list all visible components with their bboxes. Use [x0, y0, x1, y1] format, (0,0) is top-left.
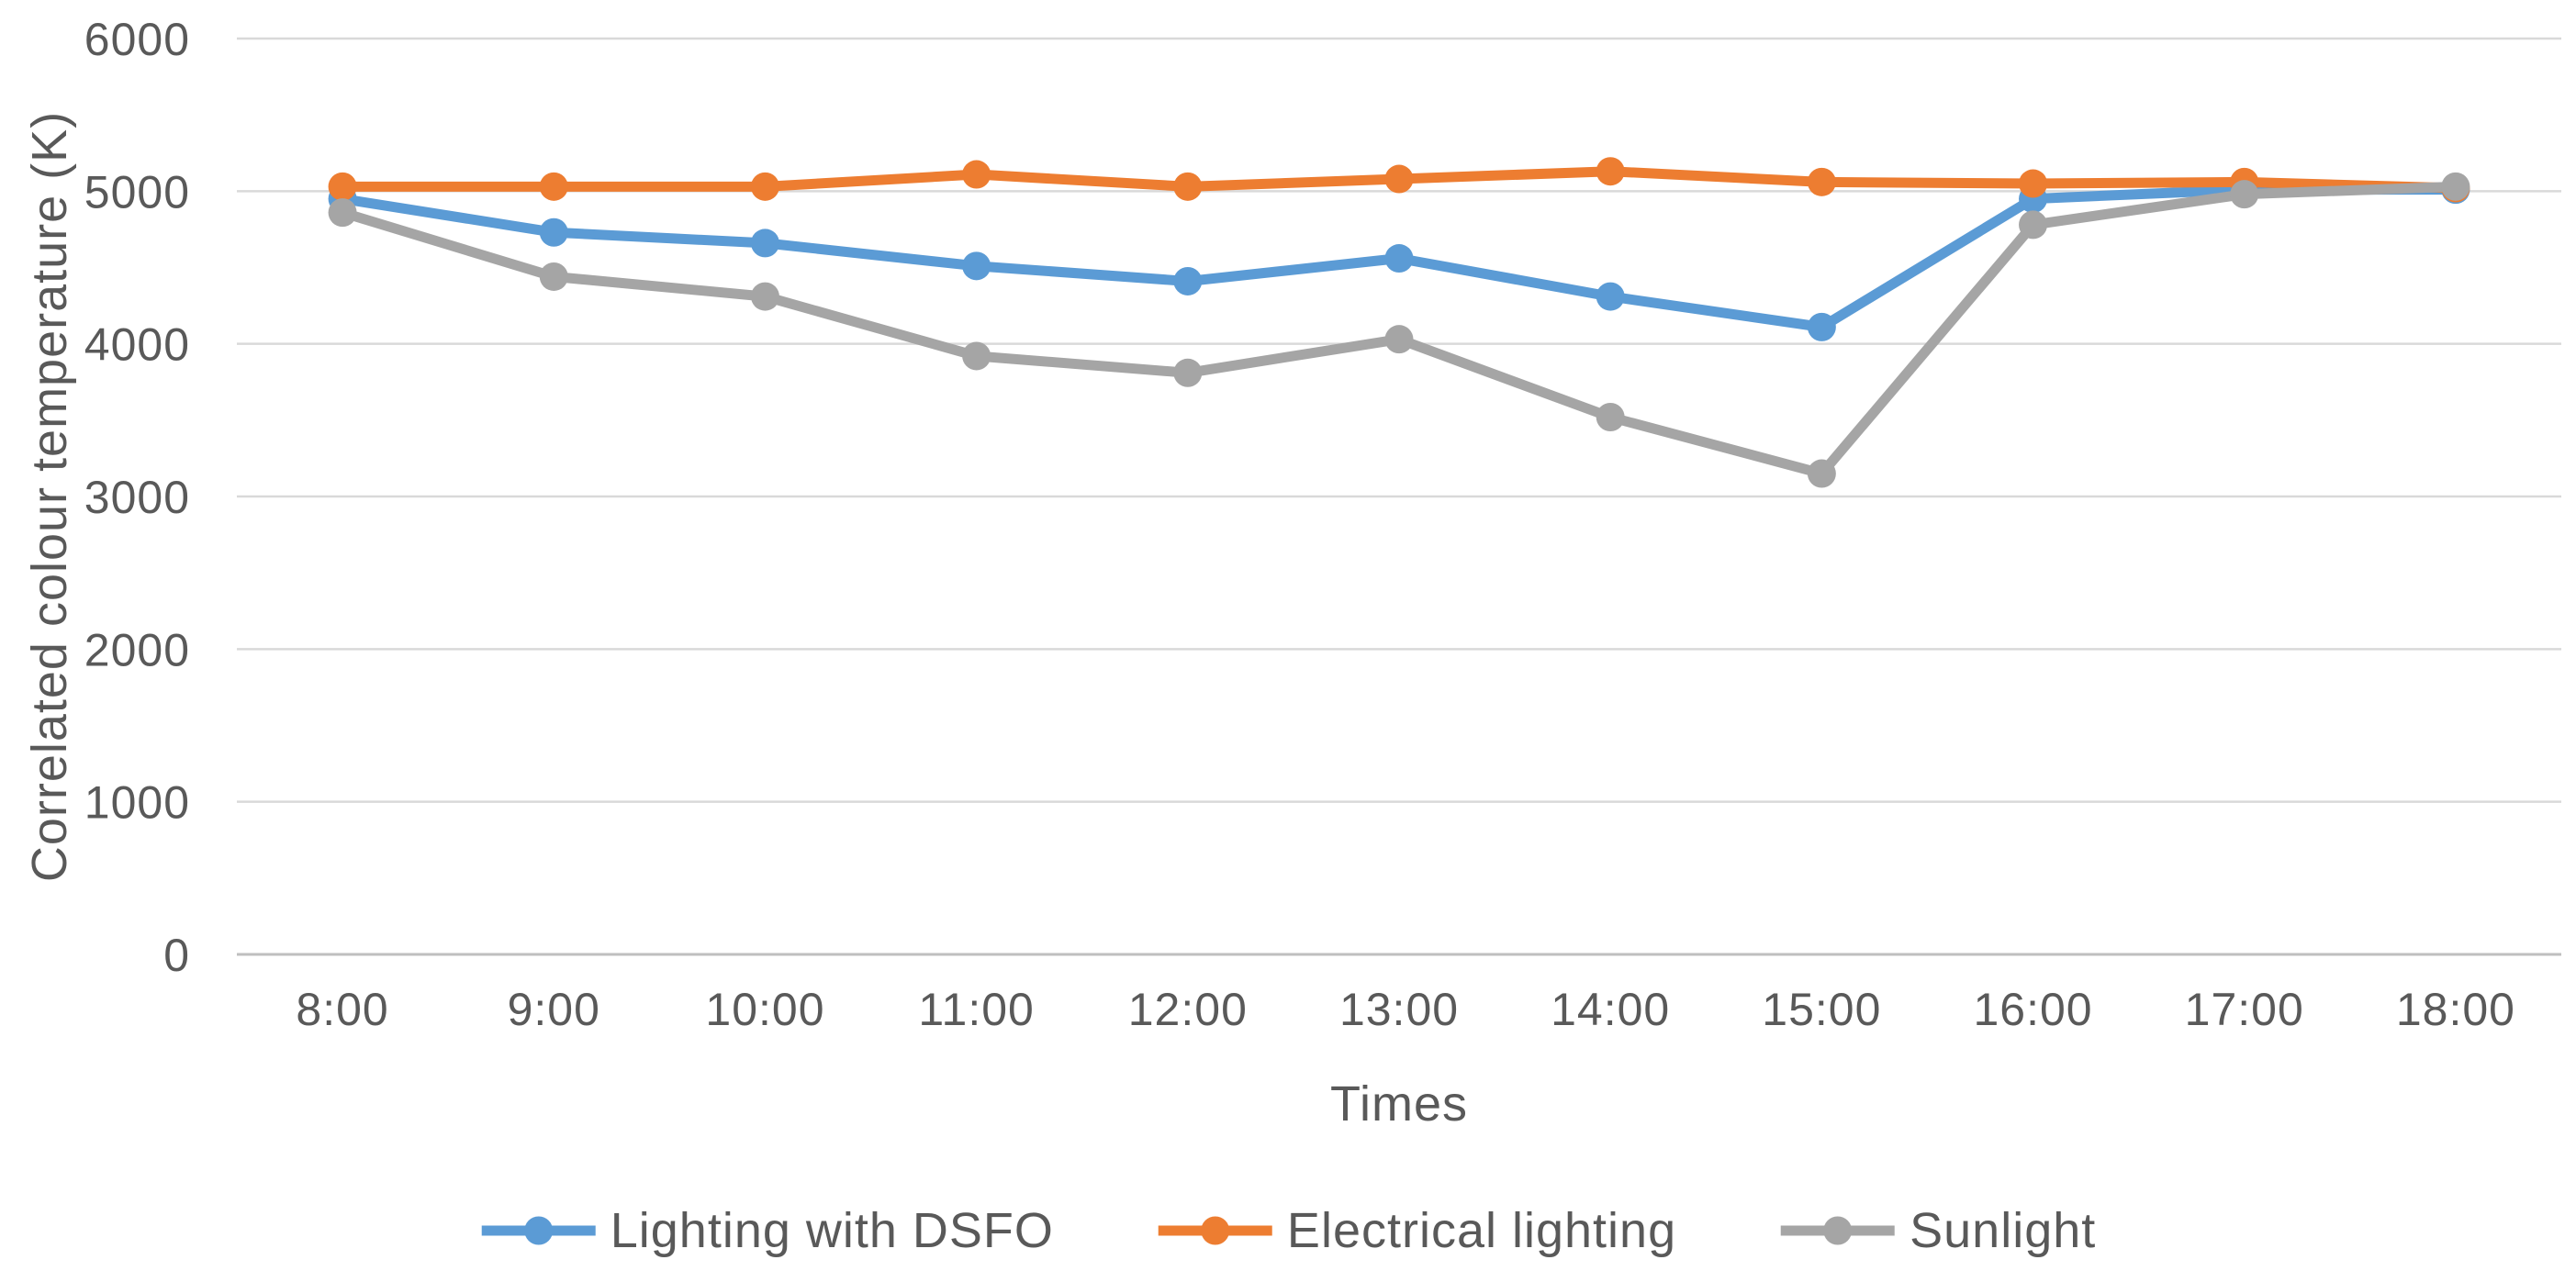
- data-point-marker: [2019, 169, 2048, 198]
- data-point-marker: [1596, 157, 1625, 186]
- data-point-marker: [962, 160, 991, 189]
- data-point-marker: [1173, 358, 1203, 387]
- data-point-marker: [750, 282, 779, 311]
- data-point-marker: [2019, 210, 2048, 240]
- data-point-marker: [539, 217, 568, 247]
- x-tick-label: 14:00: [1551, 984, 1670, 1035]
- y-tick-label: 2000: [84, 624, 190, 675]
- legend-marker-line-icon: [1781, 1216, 1896, 1245]
- data-point-marker: [328, 172, 357, 201]
- data-point-marker: [750, 229, 779, 258]
- x-tick-label: 8:00: [296, 984, 388, 1035]
- data-point-marker: [1173, 172, 1203, 201]
- data-point-marker: [1384, 164, 1414, 194]
- x-tick-label: 11:00: [918, 984, 1034, 1035]
- x-tick-label: 16:00: [1973, 984, 2092, 1035]
- legend-item-electrical-lighting: Electrical lighting: [1157, 1202, 1676, 1259]
- data-point-marker: [1596, 282, 1625, 311]
- data-point-marker: [328, 198, 357, 228]
- data-point-marker: [1384, 325, 1414, 354]
- legend-item-sunlight: Sunlight: [1779, 1202, 2096, 1259]
- y-tick-label: 3000: [84, 472, 190, 523]
- legend-marker-line-icon: [481, 1216, 596, 1245]
- legend-item-lighting-with-dsfo: Lighting with DSFO: [480, 1202, 1054, 1259]
- data-point-marker: [539, 172, 568, 201]
- data-point-marker: [2441, 172, 2470, 201]
- data-point-marker: [1596, 403, 1625, 432]
- y-tick-label: 5000: [84, 166, 190, 217]
- x-tick-label: 12:00: [1128, 984, 1248, 1035]
- data-point-marker: [539, 262, 568, 291]
- legend-label: Electrical lighting: [1286, 1203, 1677, 1258]
- x-tick-label: 17:00: [2185, 984, 2304, 1035]
- data-point-marker: [1807, 167, 1836, 196]
- data-point-marker: [750, 172, 779, 201]
- y-axis-title-text: Correlated colour temperature (K): [22, 110, 77, 883]
- x-axis-title: Times: [1330, 1076, 1468, 1132]
- x-tick-label: 18:00: [2396, 984, 2515, 1035]
- y-tick-label: 0: [163, 930, 190, 981]
- legend-label: Lighting with DSFO: [610, 1203, 1054, 1258]
- x-tick-label: 15:00: [1762, 984, 1881, 1035]
- chart-legend: Lighting with DSFO Electrical lighting S…: [480, 1202, 2097, 1259]
- data-point-marker: [2230, 180, 2259, 209]
- y-tick-label: 1000: [84, 777, 190, 829]
- legend-label: Sunlight: [1910, 1203, 2097, 1258]
- y-tick-label: 6000: [84, 14, 190, 65]
- x-tick-label: 9:00: [508, 984, 600, 1035]
- y-tick-label: 4000: [84, 319, 190, 371]
- x-tick-label: 13:00: [1339, 984, 1459, 1035]
- data-point-marker: [962, 251, 991, 281]
- data-point-marker: [962, 341, 991, 371]
- data-point-marker: [1384, 244, 1414, 273]
- data-point-marker: [1807, 312, 1836, 341]
- legend-marker-line-icon: [1158, 1216, 1272, 1245]
- x-tick-label: 10:00: [705, 984, 824, 1035]
- data-point-marker: [1807, 459, 1836, 488]
- data-point-marker: [1173, 266, 1203, 295]
